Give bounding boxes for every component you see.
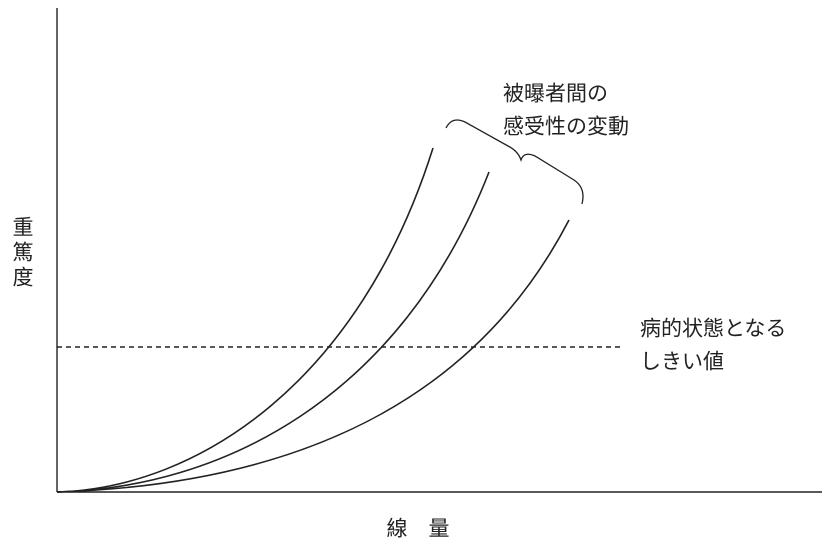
curve-mid [56, 171, 490, 493]
threshold-label: しきい値 [640, 350, 724, 374]
y-axis-label: 重篤度 [10, 216, 34, 291]
brace [445, 119, 584, 205]
threshold-label: 病的状態となる [640, 317, 786, 341]
curve-high [56, 147, 434, 493]
x-axis-label: 線 量 [387, 517, 450, 541]
variation-label: 感受性の変動 [503, 115, 629, 139]
curve-low [56, 219, 570, 493]
variation-label: 被曝者間の [503, 82, 608, 106]
